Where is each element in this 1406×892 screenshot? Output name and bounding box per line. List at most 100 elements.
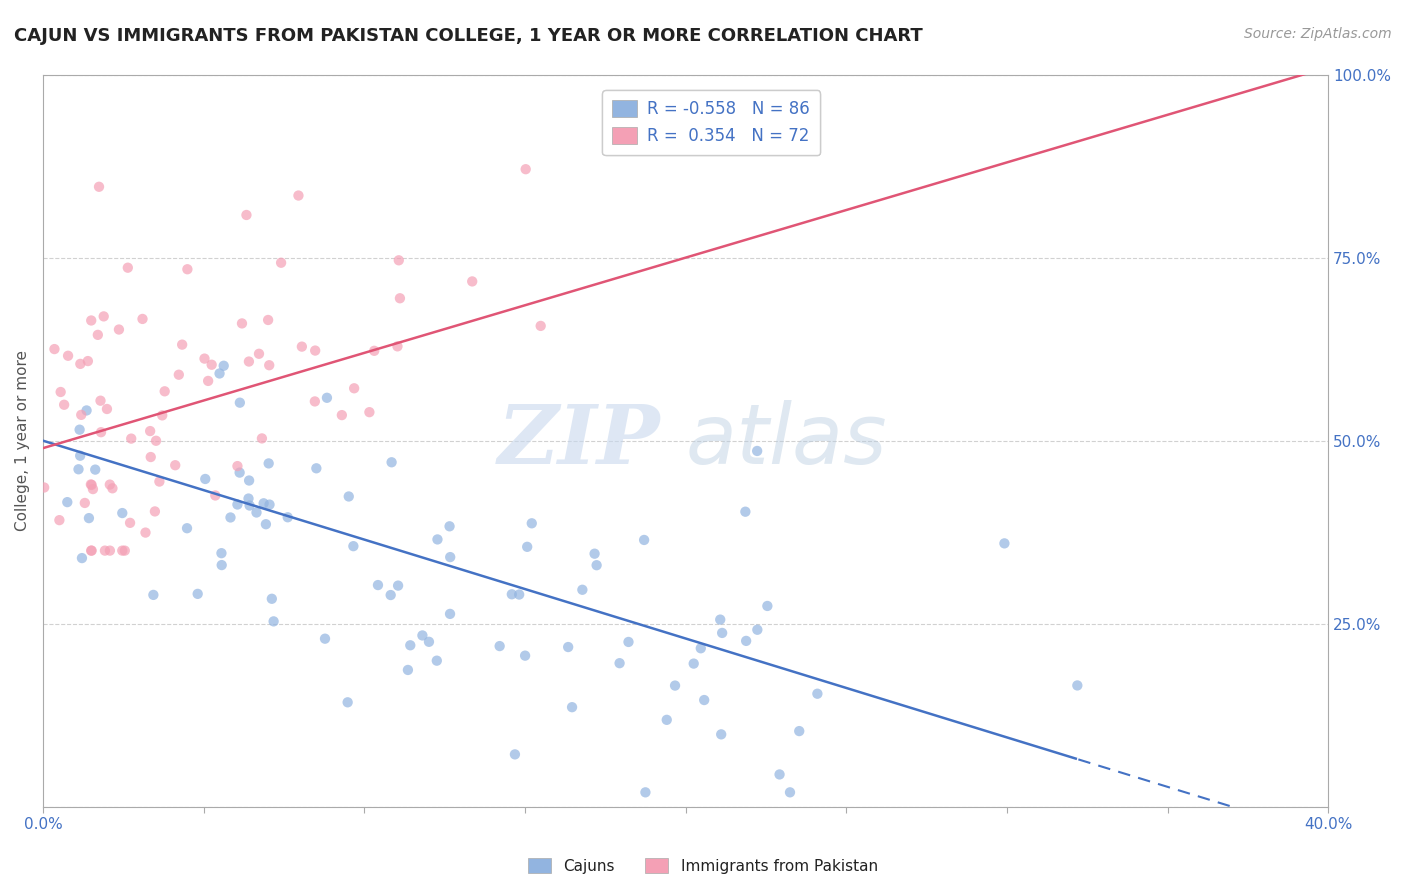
Point	[134, 525, 156, 540]
Point	[257, 457, 280, 471]
Point	[211, 558, 233, 573]
Point	[439, 550, 461, 565]
Point	[336, 695, 359, 709]
Point	[229, 395, 252, 409]
Point	[82, 482, 104, 496]
Point	[363, 343, 385, 358]
Point	[193, 351, 215, 366]
Point	[388, 253, 411, 268]
Point	[254, 517, 277, 532]
Point	[314, 632, 336, 646]
Point	[98, 477, 121, 491]
Point	[76, 403, 98, 417]
Point	[48, 513, 70, 527]
Point	[709, 613, 731, 627]
Point	[226, 498, 249, 512]
Point	[139, 424, 162, 438]
Point	[682, 657, 704, 671]
Point	[387, 339, 409, 353]
Point	[399, 638, 422, 652]
Point	[90, 425, 112, 440]
Point	[212, 359, 235, 373]
Point	[187, 587, 209, 601]
Point	[67, 462, 90, 476]
Point	[167, 368, 190, 382]
Point	[561, 700, 583, 714]
Point	[238, 474, 260, 488]
Point	[396, 663, 419, 677]
Point	[148, 475, 170, 489]
Point	[418, 635, 440, 649]
Point	[337, 490, 360, 504]
Point	[515, 162, 537, 177]
Point	[806, 687, 828, 701]
Point	[367, 578, 389, 592]
Point	[711, 626, 734, 640]
Point	[655, 713, 678, 727]
Point	[101, 481, 124, 495]
Point	[1066, 678, 1088, 692]
Point	[117, 260, 139, 275]
Point	[49, 384, 72, 399]
Legend: R = -0.558   N = 86, R =  0.354   N = 72: R = -0.558 N = 86, R = 0.354 N = 72	[603, 90, 820, 155]
Point	[176, 262, 198, 277]
Point	[194, 472, 217, 486]
Point	[143, 504, 166, 518]
Point	[250, 431, 273, 445]
Point	[330, 408, 353, 422]
Point	[342, 539, 364, 553]
Point	[172, 337, 194, 351]
Point	[305, 461, 328, 475]
Point	[98, 543, 121, 558]
Point	[150, 409, 173, 423]
Point	[634, 785, 657, 799]
Point	[439, 519, 461, 533]
Point	[259, 498, 281, 512]
Point	[80, 313, 103, 327]
Point	[411, 628, 433, 642]
Point	[380, 588, 402, 602]
Point	[69, 449, 91, 463]
Point	[617, 635, 640, 649]
Point	[530, 318, 553, 333]
Point	[693, 693, 716, 707]
Point	[165, 458, 187, 473]
Point	[235, 208, 257, 222]
Point	[585, 558, 607, 573]
Point	[359, 405, 381, 419]
Point	[226, 459, 249, 474]
Point	[571, 582, 593, 597]
Point	[426, 533, 449, 547]
Point	[245, 506, 267, 520]
Point	[80, 543, 103, 558]
Point	[77, 354, 100, 368]
Point	[583, 547, 606, 561]
Point	[231, 317, 253, 331]
Point	[70, 408, 93, 422]
Point	[77, 511, 100, 525]
Point	[387, 579, 409, 593]
Point	[139, 450, 162, 464]
Point	[689, 641, 711, 656]
Point	[508, 588, 530, 602]
Point	[263, 615, 285, 629]
Point	[993, 536, 1015, 550]
Point	[735, 633, 758, 648]
Point	[488, 639, 510, 653]
Point	[69, 357, 91, 371]
Text: atlas: atlas	[686, 401, 887, 482]
Point	[513, 648, 536, 663]
Point	[277, 510, 299, 524]
Point	[145, 434, 167, 448]
Point	[53, 398, 76, 412]
Point	[176, 521, 198, 535]
Point	[316, 391, 339, 405]
Point	[734, 505, 756, 519]
Legend: Cajuns, Immigrants from Pakistan: Cajuns, Immigrants from Pakistan	[522, 852, 884, 880]
Point	[247, 347, 270, 361]
Point	[238, 354, 260, 368]
Point	[197, 374, 219, 388]
Point	[120, 432, 142, 446]
Point	[69, 423, 91, 437]
Point	[257, 358, 280, 372]
